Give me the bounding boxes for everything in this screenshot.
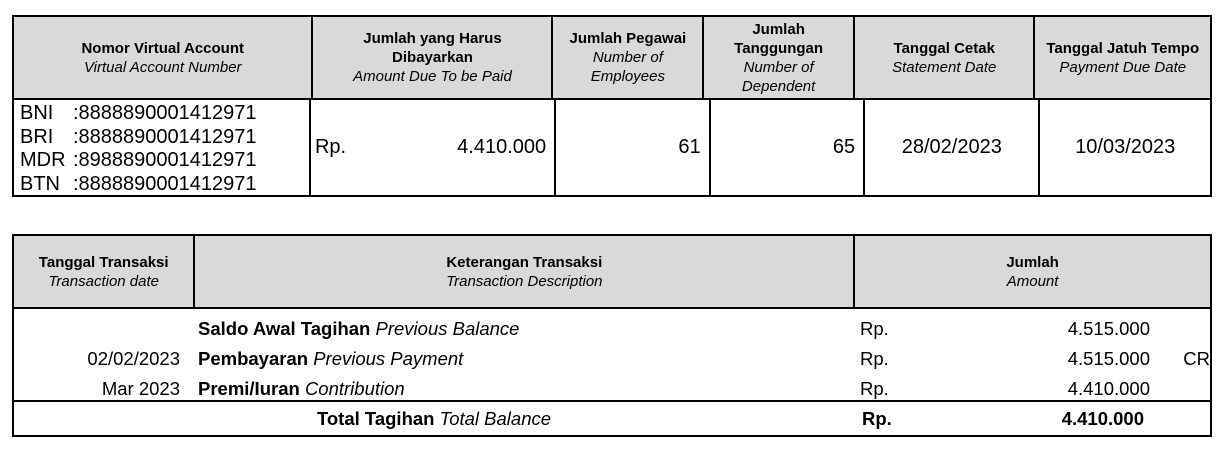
bank-code: BRI [20,125,54,148]
header-label: Keterangan Transaksi [446,253,603,271]
header-label-en: Amount Due To be Paid [353,68,512,85]
amount: 4.515.000 [1067,348,1150,369]
header-label-en: Amount [1006,272,1059,290]
va-item: BTN :8888890001412971 [20,173,309,197]
transaction-desc: Saldo Awal Tagihan Previous Balance [180,318,860,340]
desc-en: Contribution [304,378,405,399]
table-row: Saldo Awal Tagihan Previous Balance Rp. … [14,314,1210,344]
header-label-en: Number of Dependent [741,58,816,95]
header-label: Tanggal Jatuh Tempo [1046,39,1200,57]
desc-en: Previous Payment [313,348,464,369]
currency: Rp. [860,348,889,369]
header-employees: Jumlah Pegawai Number of Employees [553,17,705,98]
transaction-desc: Pembayaran Previous Payment [180,348,860,370]
currency: Rp. [314,136,347,158]
header-label-en: Virtual Account Number [83,58,242,76]
total-amount: 4.410.000 [1061,407,1144,429]
desc-en: Total Balance [439,407,552,429]
transaction-desc: Premi/Iuran Contribution [180,378,860,400]
transaction-date: 02/02/2023 [87,348,180,369]
amount: 4.515.000 [1067,318,1150,339]
currency: Rp. [860,378,889,399]
header-va-number: Nomor Virtual Account Virtual Account Num… [14,17,314,98]
table-row: Mar 2023 Premi/Iuran Contribution Rp. 4.… [14,374,1210,404]
header-amount: Jumlah Amount [855,236,1210,307]
header-transaction-date: Tanggal Transaksi Transaction date [14,236,196,307]
header-label-en: Transaction Description [446,272,603,290]
header-due-date: Tanggal Jatuh Tempo Payment Due Date [1035,17,1211,98]
header-label-en: Number of Employees [590,49,665,85]
header-transaction-desc: Keterangan Transaksi Transaction Descript… [195,236,856,307]
header-dependents: Jumlah Tanggungan Number of Dependent [704,17,855,98]
amount-value: 4.410.000 [457,136,547,158]
total-row: Total Tagihan Total Balance Rp. 4.410.00… [14,400,1210,435]
summary-table: Nomor Virtual Account Virtual Account Num… [12,15,1212,197]
desc-id: Saldo Awal Tagihan [198,318,371,339]
currency: Rp. [860,318,889,339]
amount: 4.410.000 [1067,378,1150,399]
bank-code: BTN [20,172,60,195]
va-item: BRI :8888890001412971 [20,126,309,150]
bank-code: BNI [20,102,54,124]
desc-id: Premi/Iuran [198,378,300,399]
statement-date: 28/02/2023 [865,100,1041,195]
va-number: :8988890001412971 [73,149,257,171]
header-label: Jumlah Tanggungan [734,20,824,57]
due-date: 10/03/2023 [1075,136,1176,158]
desc-en: Previous Balance [375,318,520,339]
desc-id: Total Tagihan [316,407,435,429]
header-label: Tanggal Transaksi [38,253,169,271]
header-label: Tanggal Cetak [893,39,995,57]
header-label-en: Transaction date [48,272,159,290]
header-statement-date: Tanggal Cetak Statement Date [854,17,1036,98]
amount-due: Rp. 4.410.000 [311,100,557,195]
header-label-en: Statement Date [892,58,997,76]
header-label-en: Payment Due Date [1059,58,1187,76]
va-item: BNI :8888890001412971 [20,102,309,126]
va-number: :8888890001412971 [73,172,257,195]
total-desc: Total Tagihan Total Balance [14,408,854,430]
bank-code: MDR [20,149,66,171]
employees-count: 61 [556,100,711,195]
va-number: :8888890001412971 [73,102,257,124]
transaction-date: Mar 2023 [101,378,180,399]
header-label: Nomor Virtual Account [81,39,244,57]
currency: Rp. [862,407,892,429]
credit-flag: CR [1183,348,1210,369]
header-label: Jumlah yang Harus Dibayarkan [363,30,502,66]
va-list: BNI :8888890001412971 BRI :888889000141297… [14,100,311,195]
header-amount-due: Jumlah yang Harus Dibayarkan Amount Due T… [313,17,554,98]
header-label: Jumlah Pegawai [569,30,687,47]
dependents-count: 65 [711,100,866,195]
transactions-table: Tanggal Transaksi Transaction date Ketera… [12,234,1212,437]
va-number: :8888890001412971 [73,125,257,148]
va-item: MDR :8988890001412971 [20,149,309,173]
header-label: Jumlah [1006,253,1059,271]
table-row: 02/02/2023 Pembayaran Previous Payment R… [14,344,1210,374]
desc-id: Pembayaran [198,348,309,369]
